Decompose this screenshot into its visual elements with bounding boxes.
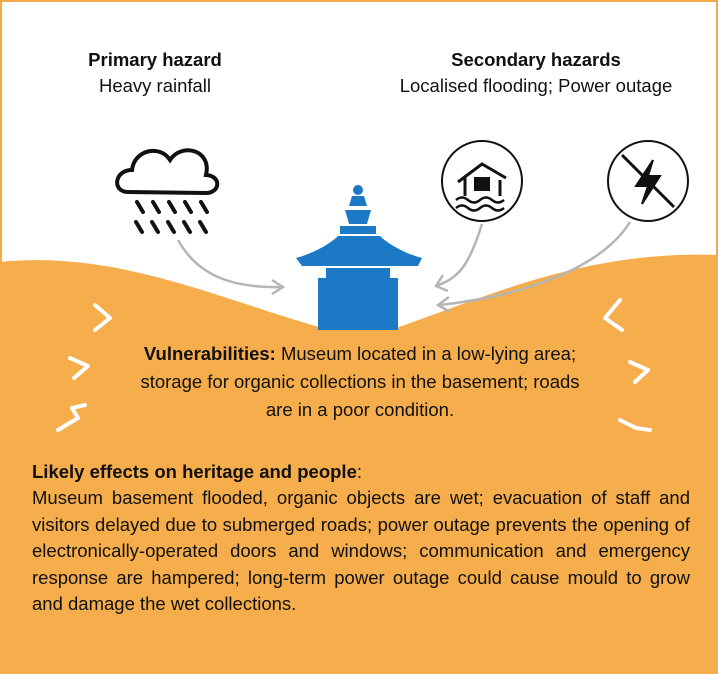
shake-marks bbox=[56, 298, 652, 432]
primary-text: Heavy rainfall bbox=[98, 75, 212, 96]
vulnerabilities-label: Vulnerabilities: bbox=[143, 343, 276, 364]
ground bbox=[0, 254, 718, 674]
power-icon bbox=[607, 140, 689, 222]
vulnerabilities: Vulnerabilities: Museum located in a low… bbox=[140, 340, 580, 424]
flood-icon bbox=[441, 140, 523, 222]
vulnerabilities-text: Museum located in a low-lying area; stor… bbox=[140, 343, 580, 420]
effects-label: Likely effects on heritage and people bbox=[32, 461, 357, 482]
effects-label-end: : bbox=[356, 461, 363, 482]
secondary-title: Secondary hazards bbox=[451, 49, 621, 70]
rain-icon bbox=[115, 148, 220, 234]
museum-icon bbox=[296, 185, 422, 330]
effects-heading: Likely effects on heritage and people: bbox=[32, 460, 690, 484]
secondary-text: Localised flooding; Power outage bbox=[399, 75, 673, 96]
primary-title: Primary hazard bbox=[88, 49, 222, 70]
effects-text: Museum basement flooded, organic objects… bbox=[32, 487, 690, 614]
arrows bbox=[176, 221, 632, 314]
